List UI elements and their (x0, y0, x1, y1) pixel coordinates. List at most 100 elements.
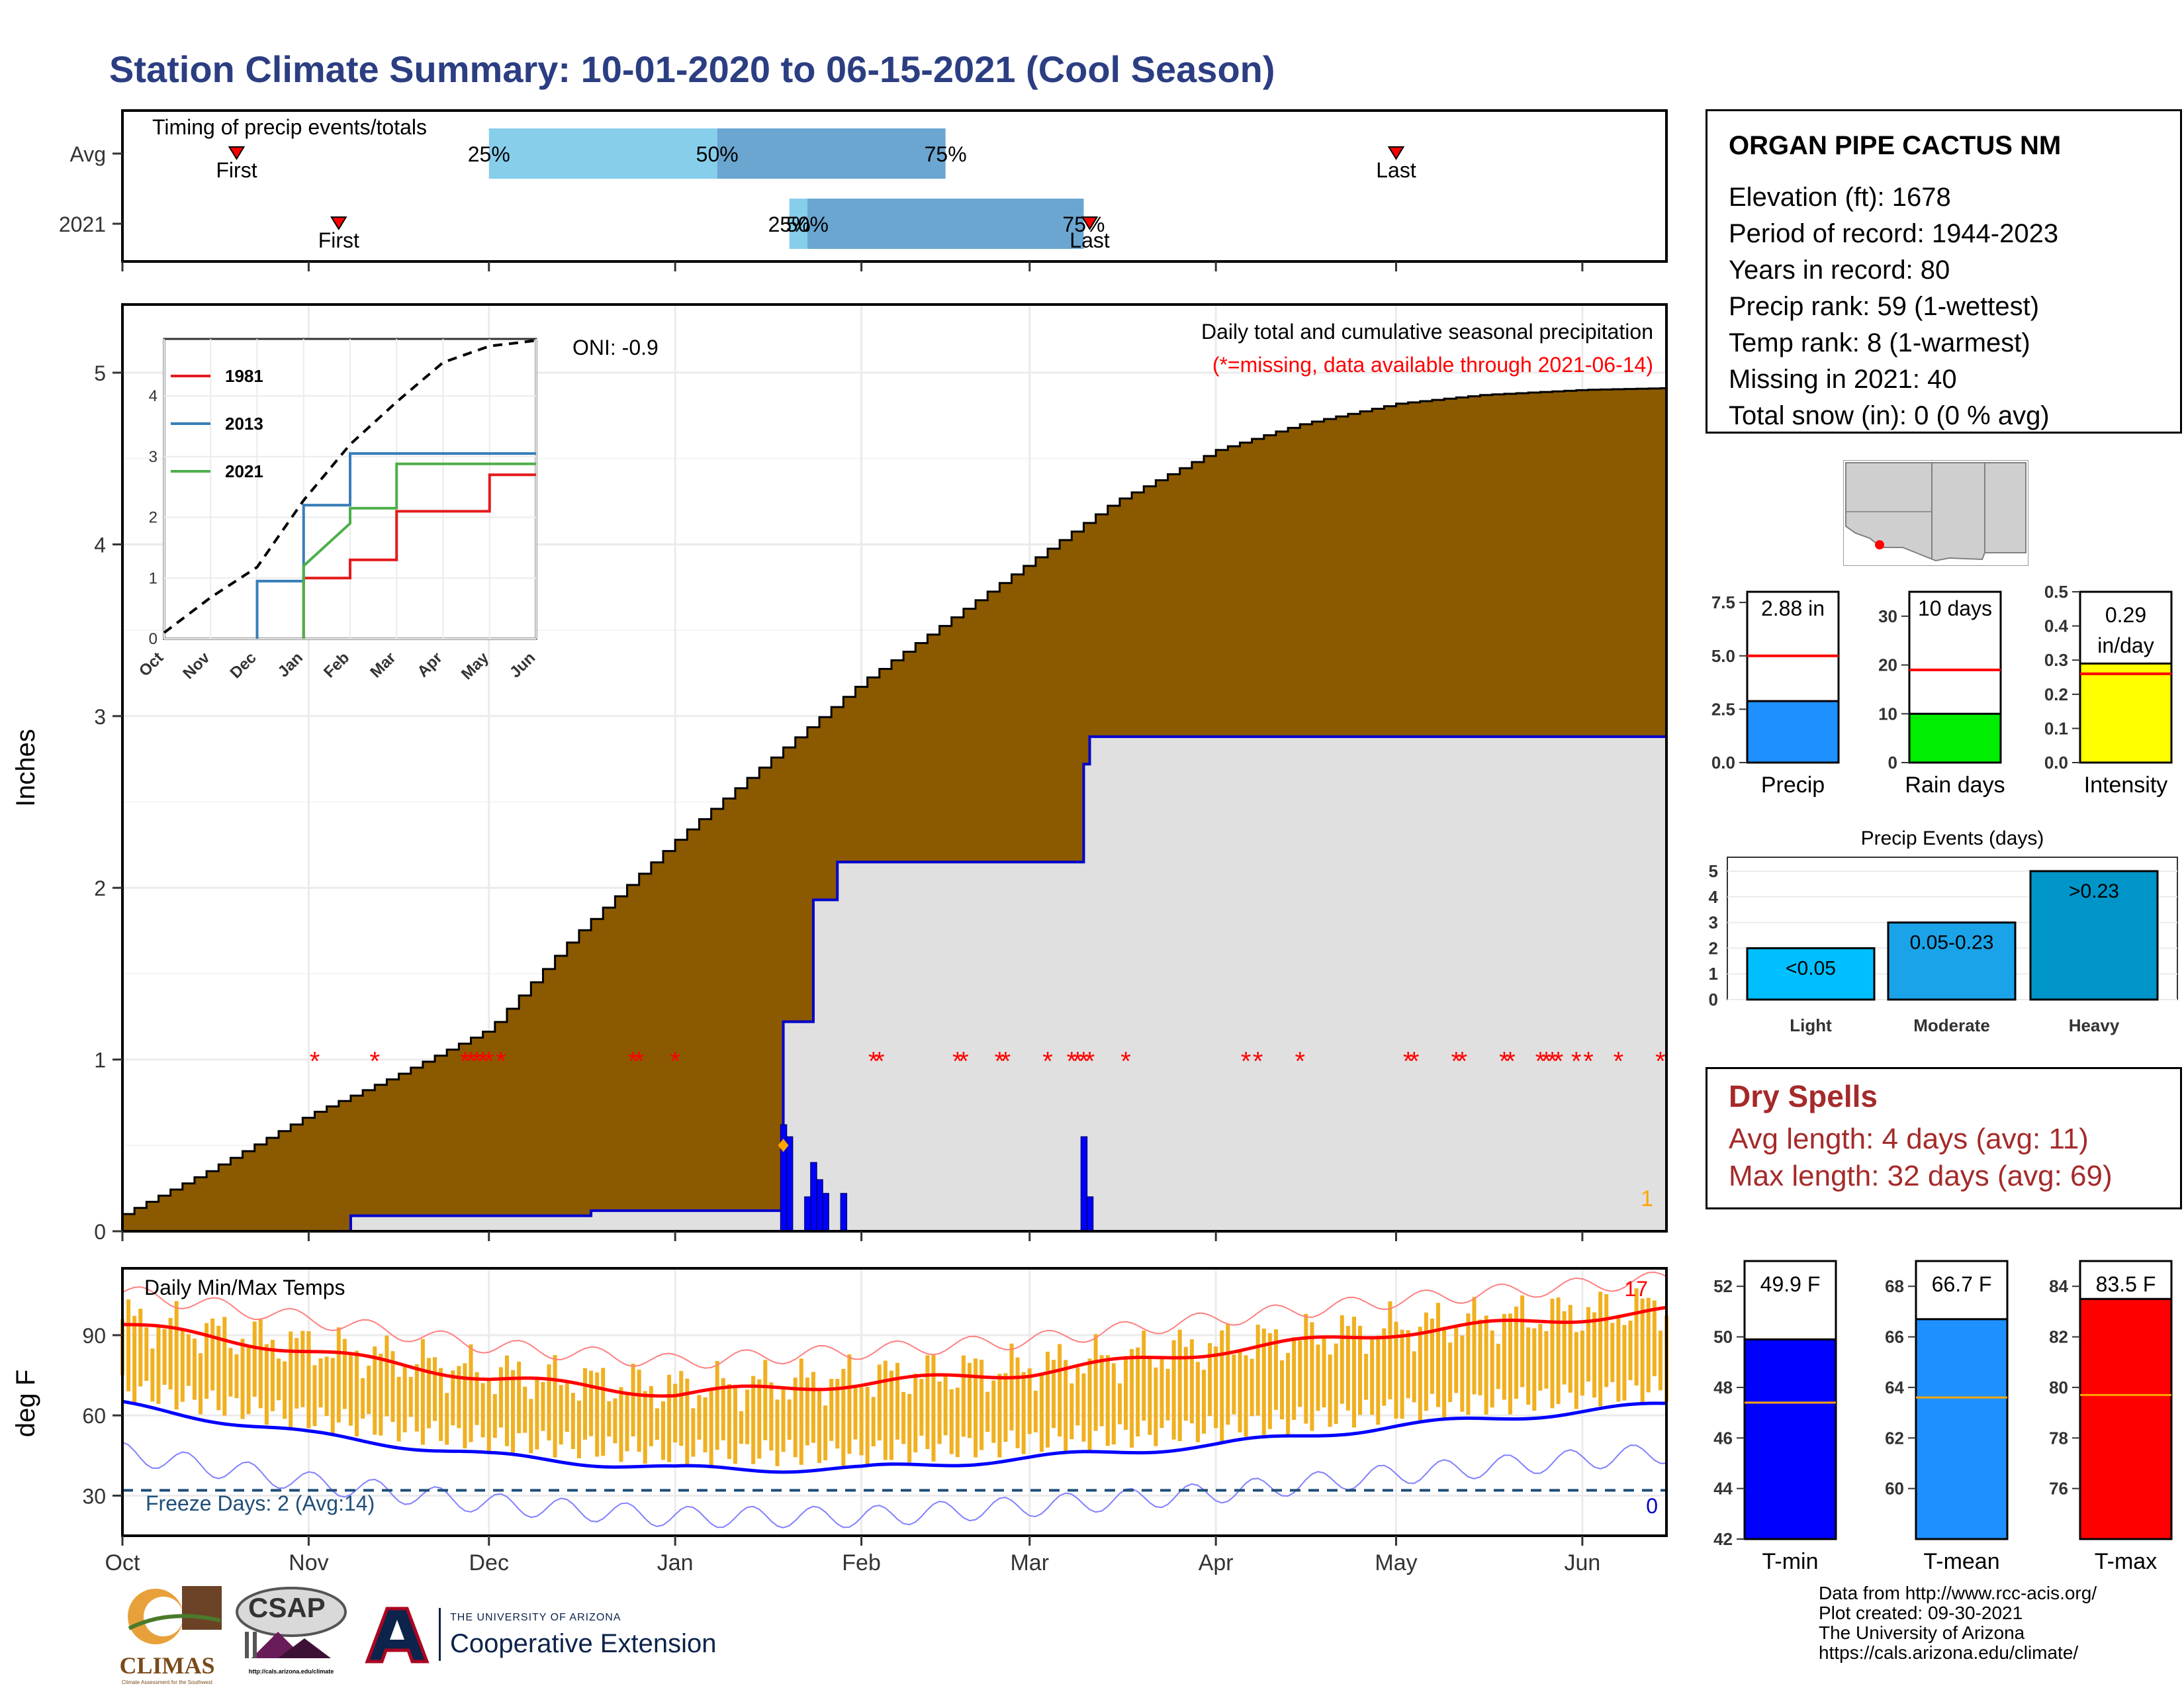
daily-temp-bar (205, 1323, 209, 1399)
daily-temp-bar (835, 1378, 840, 1449)
daily-temp-bar (1142, 1331, 1146, 1421)
daily-temp-bar (144, 1327, 149, 1381)
daily-temp-bar (961, 1355, 966, 1437)
daily-temp-bar (739, 1411, 744, 1444)
climas-wordmark: CLIMAS (119, 1652, 215, 1679)
missing-day-marker: * (1583, 1047, 1594, 1076)
missing-day-marker: * (1120, 1047, 1131, 1076)
temp-panel: 30 60 90 Oct Nov Dec Jan Feb Mar Apr May Jun deg F Da… (11, 1267, 1668, 1575)
daily-temp-bar (348, 1352, 353, 1426)
daily-temp-bar (811, 1372, 815, 1443)
daily-temp-bar (1424, 1312, 1428, 1411)
daily-temp-bar (439, 1368, 443, 1441)
daily-temp-bar (480, 1383, 485, 1438)
daily-temp-bar (757, 1379, 762, 1459)
daily-temp-bar (385, 1335, 389, 1417)
missing-day-marker: * (952, 1047, 963, 1076)
missing-day-marker: * (1241, 1047, 1251, 1076)
daily-temp-bar (709, 1390, 713, 1466)
daily-temp-bar (655, 1408, 659, 1440)
inset-legend-label: 2013 (225, 414, 263, 434)
daily-temp-bar (601, 1368, 606, 1456)
summary-bar-0-y-tick-label: 5.0 (1711, 646, 1735, 666)
daily-temp-bar (1406, 1330, 1410, 1399)
daily-temp-bar (295, 1338, 299, 1409)
daily-temp-bar (553, 1355, 557, 1458)
daily-temp-bar (1148, 1358, 1152, 1435)
daily-temp-bar (595, 1372, 600, 1457)
daily-temp-bar (463, 1363, 467, 1449)
daily-temp-bar (1370, 1336, 1375, 1415)
temp-bar-2-y-tick-label: 76 (2049, 1479, 2068, 1499)
daily-temp-bar (1208, 1342, 1212, 1417)
daily-temp-bar (847, 1354, 852, 1454)
daily-temp-bar (643, 1391, 647, 1464)
temp-bar-2-y-tick-label: 82 (2049, 1327, 2068, 1347)
ua-a-emblem (365, 1607, 430, 1664)
daily-temp-bar (1003, 1373, 1008, 1442)
summary-bars: 0.0 2.5 5.0 7.5 2.88 in Precip 0 10 20 30 10 days R… (1711, 583, 2173, 798)
dry-spells-max: Max length: 32 days (avg: 69) (1729, 1160, 2113, 1192)
events-bar (1746, 947, 1876, 1001)
climas-logo: CLIMAS Climate Assessment for the Southw… (109, 1582, 225, 1685)
temp-bar-2-y-tick-label: 80 (2049, 1378, 2068, 1397)
daily-temp-bar (1358, 1325, 1363, 1415)
missing-day-marker: * (1085, 1047, 1095, 1076)
daily-temp-bar (498, 1367, 503, 1428)
daily-temp-bar (673, 1383, 678, 1443)
record-low-line (122, 1441, 1667, 1528)
climas-emblem (128, 1586, 222, 1644)
daily-temp-bar (787, 1399, 792, 1440)
missing-day-marker: * (958, 1047, 969, 1076)
daily-temp-bar (1628, 1320, 1633, 1380)
summary-bar-value: 10 days (1918, 596, 1992, 620)
station-temp-rank: Temp rank: 8 (1-warmest) (1729, 328, 2030, 357)
daily-temp-bar (1033, 1390, 1038, 1432)
temp-bar-label: T-max (2095, 1549, 2157, 1574)
events-bar-range: >0.23 (2069, 880, 2119, 902)
daily-temp-bar (1099, 1355, 1104, 1427)
events-y-tick-label: 2 (1709, 938, 1718, 958)
daily-temp-bar (402, 1366, 407, 1432)
daily-temp-bar (1334, 1343, 1338, 1425)
temp-bar-1-y-tick-label: 60 (1885, 1479, 1904, 1499)
ua-top-text: THE UNIVERSITY OF ARIZONA (450, 1612, 621, 1623)
daily-temp-bar (1616, 1315, 1621, 1402)
daily-temp-bar (1526, 1327, 1531, 1405)
daily-precip-bar (1080, 1136, 1088, 1232)
missing-day-marker: * (1499, 1047, 1510, 1076)
timing-q50-label: 50% (696, 142, 739, 166)
daily-temp-bar (1015, 1357, 1020, 1448)
daily-temp-bar (1226, 1323, 1230, 1425)
daily-precip-bar (840, 1193, 848, 1232)
daily-temp-bar (258, 1318, 263, 1409)
daily-temp-bar (901, 1391, 906, 1444)
timing-q50-q75-bar (717, 128, 946, 179)
daily-temp-bar (727, 1384, 731, 1460)
missing-day-marker: * (628, 1047, 639, 1076)
missing-day-marker: * (1553, 1047, 1564, 1076)
daily-precip-bar (822, 1193, 829, 1232)
daily-temp-bar (445, 1393, 449, 1445)
daily-temp-bar (1298, 1340, 1302, 1407)
missing-day-marker: * (369, 1047, 380, 1076)
summary-bar-2-y-tick-label: 0.0 (2044, 753, 2068, 773)
timing-title: Timing of precip events/totals (152, 115, 427, 139)
temp-bar-1-y-tick-label: 66 (1885, 1327, 1904, 1347)
daily-temp-bar (396, 1376, 401, 1442)
temp-x-tick-label: Jan (657, 1550, 694, 1575)
station-elevation: Elevation (ft): 1678 (1729, 183, 1951, 212)
daily-temp-bar (355, 1350, 359, 1436)
precip-y-label: Inches (11, 729, 40, 807)
summary-bar-2-value-bar (2079, 662, 2173, 764)
oni-label: ONI: -0.9 (572, 336, 659, 359)
daily-temp-bar (865, 1387, 870, 1466)
avg-high-line (122, 1305, 1667, 1398)
daily-temp-bar (943, 1375, 948, 1436)
daily-temp-bar (1130, 1348, 1134, 1448)
summary-bar-0-y-tick-label: 7.5 (1711, 592, 1735, 612)
daily-temp-bar (541, 1382, 545, 1431)
temp-x-tick-label: Nov (289, 1550, 328, 1575)
daily-temp-bar (1364, 1354, 1369, 1400)
daily-temp-bar (799, 1358, 803, 1465)
